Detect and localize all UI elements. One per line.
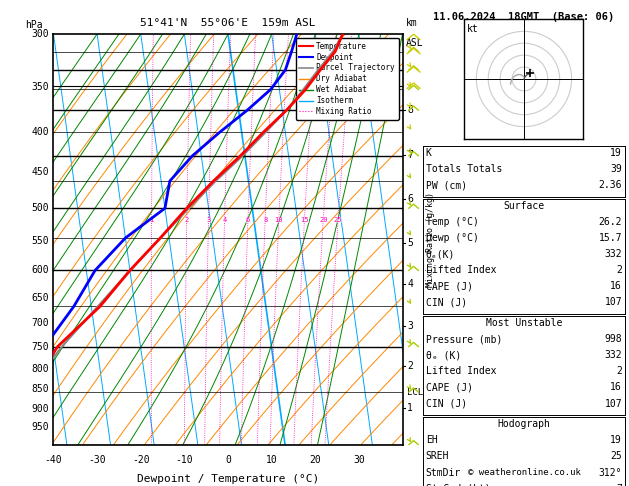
Text: 20: 20 [319,217,328,223]
Text: 3: 3 [206,217,211,223]
Text: 650: 650 [31,293,49,303]
Text: 10: 10 [275,217,283,223]
Text: 4: 4 [223,217,226,223]
Text: 39: 39 [610,164,622,174]
Text: -40: -40 [45,455,62,465]
Text: EH: EH [426,435,438,446]
Text: Pressure (mb): Pressure (mb) [426,334,502,345]
Text: 850: 850 [31,384,49,394]
Text: 400: 400 [31,127,49,137]
Text: 300: 300 [31,29,49,39]
Text: Most Unstable: Most Unstable [486,318,562,329]
Text: PW (cm): PW (cm) [426,180,467,191]
Text: θₑ(K): θₑ(K) [426,249,455,260]
Text: 19: 19 [610,435,622,446]
Text: 450: 450 [31,167,49,177]
Text: 26.2: 26.2 [599,217,622,227]
Text: 6: 6 [407,194,413,204]
Text: Hodograph: Hodograph [498,419,550,430]
Text: 5: 5 [407,238,413,248]
Text: 350: 350 [31,82,49,91]
Text: Surface: Surface [503,201,545,211]
Text: 600: 600 [31,265,49,276]
Text: SREH: SREH [426,451,449,462]
Text: Dewpoint / Temperature (°C): Dewpoint / Temperature (°C) [137,474,319,484]
Text: 6: 6 [246,217,250,223]
Text: Temp (°C): Temp (°C) [426,217,479,227]
Text: kt: kt [467,24,479,34]
Text: -10: -10 [175,455,193,465]
Text: 332: 332 [604,350,622,361]
Text: Totals Totals: Totals Totals [426,164,502,174]
Text: CIN (J): CIN (J) [426,297,467,308]
Text: θₑ (K): θₑ (K) [426,350,461,361]
Text: 8: 8 [407,105,413,115]
Text: © weatheronline.co.uk: © weatheronline.co.uk [467,468,581,477]
Text: 51°41'N  55°06'E  159m ASL: 51°41'N 55°06'E 159m ASL [140,18,316,28]
Text: 20: 20 [309,455,321,465]
Text: km: km [406,18,418,28]
Text: 107: 107 [604,399,622,409]
Text: 8: 8 [263,217,267,223]
Text: StmDir: StmDir [426,468,461,478]
Text: CIN (J): CIN (J) [426,399,467,409]
Text: 800: 800 [31,364,49,374]
Text: 4: 4 [407,279,413,289]
Text: 15.7: 15.7 [599,233,622,243]
Text: -30: -30 [88,455,106,465]
Text: 700: 700 [31,318,49,328]
Text: 900: 900 [31,404,49,414]
Text: 1: 1 [150,217,153,223]
Text: 16: 16 [610,281,622,292]
Text: StmSpd (kt): StmSpd (kt) [426,484,491,486]
Text: LCL: LCL [407,388,423,397]
Text: 107: 107 [604,297,622,308]
Text: Lifted Index: Lifted Index [426,265,496,276]
Text: 950: 950 [31,422,49,432]
Text: -20: -20 [132,455,150,465]
Text: Dewp (°C): Dewp (°C) [426,233,479,243]
Text: 2: 2 [616,265,622,276]
Text: K: K [426,148,431,158]
Text: 10: 10 [266,455,277,465]
Text: 312°: 312° [599,468,622,478]
Text: 25: 25 [610,451,622,462]
Text: CAPE (J): CAPE (J) [426,281,473,292]
Text: 1: 1 [407,403,413,413]
Text: 2: 2 [616,366,622,377]
Text: 0: 0 [225,455,231,465]
Text: 2.36: 2.36 [599,180,622,191]
Text: 998: 998 [604,334,622,345]
Text: 15: 15 [300,217,309,223]
Text: 550: 550 [31,236,49,246]
Text: 2: 2 [407,362,413,371]
Text: 500: 500 [31,203,49,213]
Text: 2: 2 [185,217,189,223]
Text: 16: 16 [610,382,622,393]
Text: 332: 332 [604,249,622,260]
Text: Lifted Index: Lifted Index [426,366,496,377]
Text: 750: 750 [31,342,49,351]
Text: 30: 30 [353,455,365,465]
Text: 25: 25 [334,217,342,223]
Legend: Temperature, Dewpoint, Parcel Trajectory, Dry Adiabat, Wet Adiabat, Isotherm, Mi: Temperature, Dewpoint, Parcel Trajectory… [296,38,399,120]
Text: 7: 7 [407,150,413,160]
Text: ASL: ASL [406,38,424,48]
Text: 19: 19 [610,148,622,158]
Text: Mixing Ratio (g/kg): Mixing Ratio (g/kg) [426,192,435,287]
Text: 11.06.2024  18GMT  (Base: 06): 11.06.2024 18GMT (Base: 06) [433,12,615,22]
Text: hPa: hPa [25,20,43,30]
Text: 3: 3 [407,321,413,331]
Text: CAPE (J): CAPE (J) [426,382,473,393]
Text: 7: 7 [616,484,622,486]
